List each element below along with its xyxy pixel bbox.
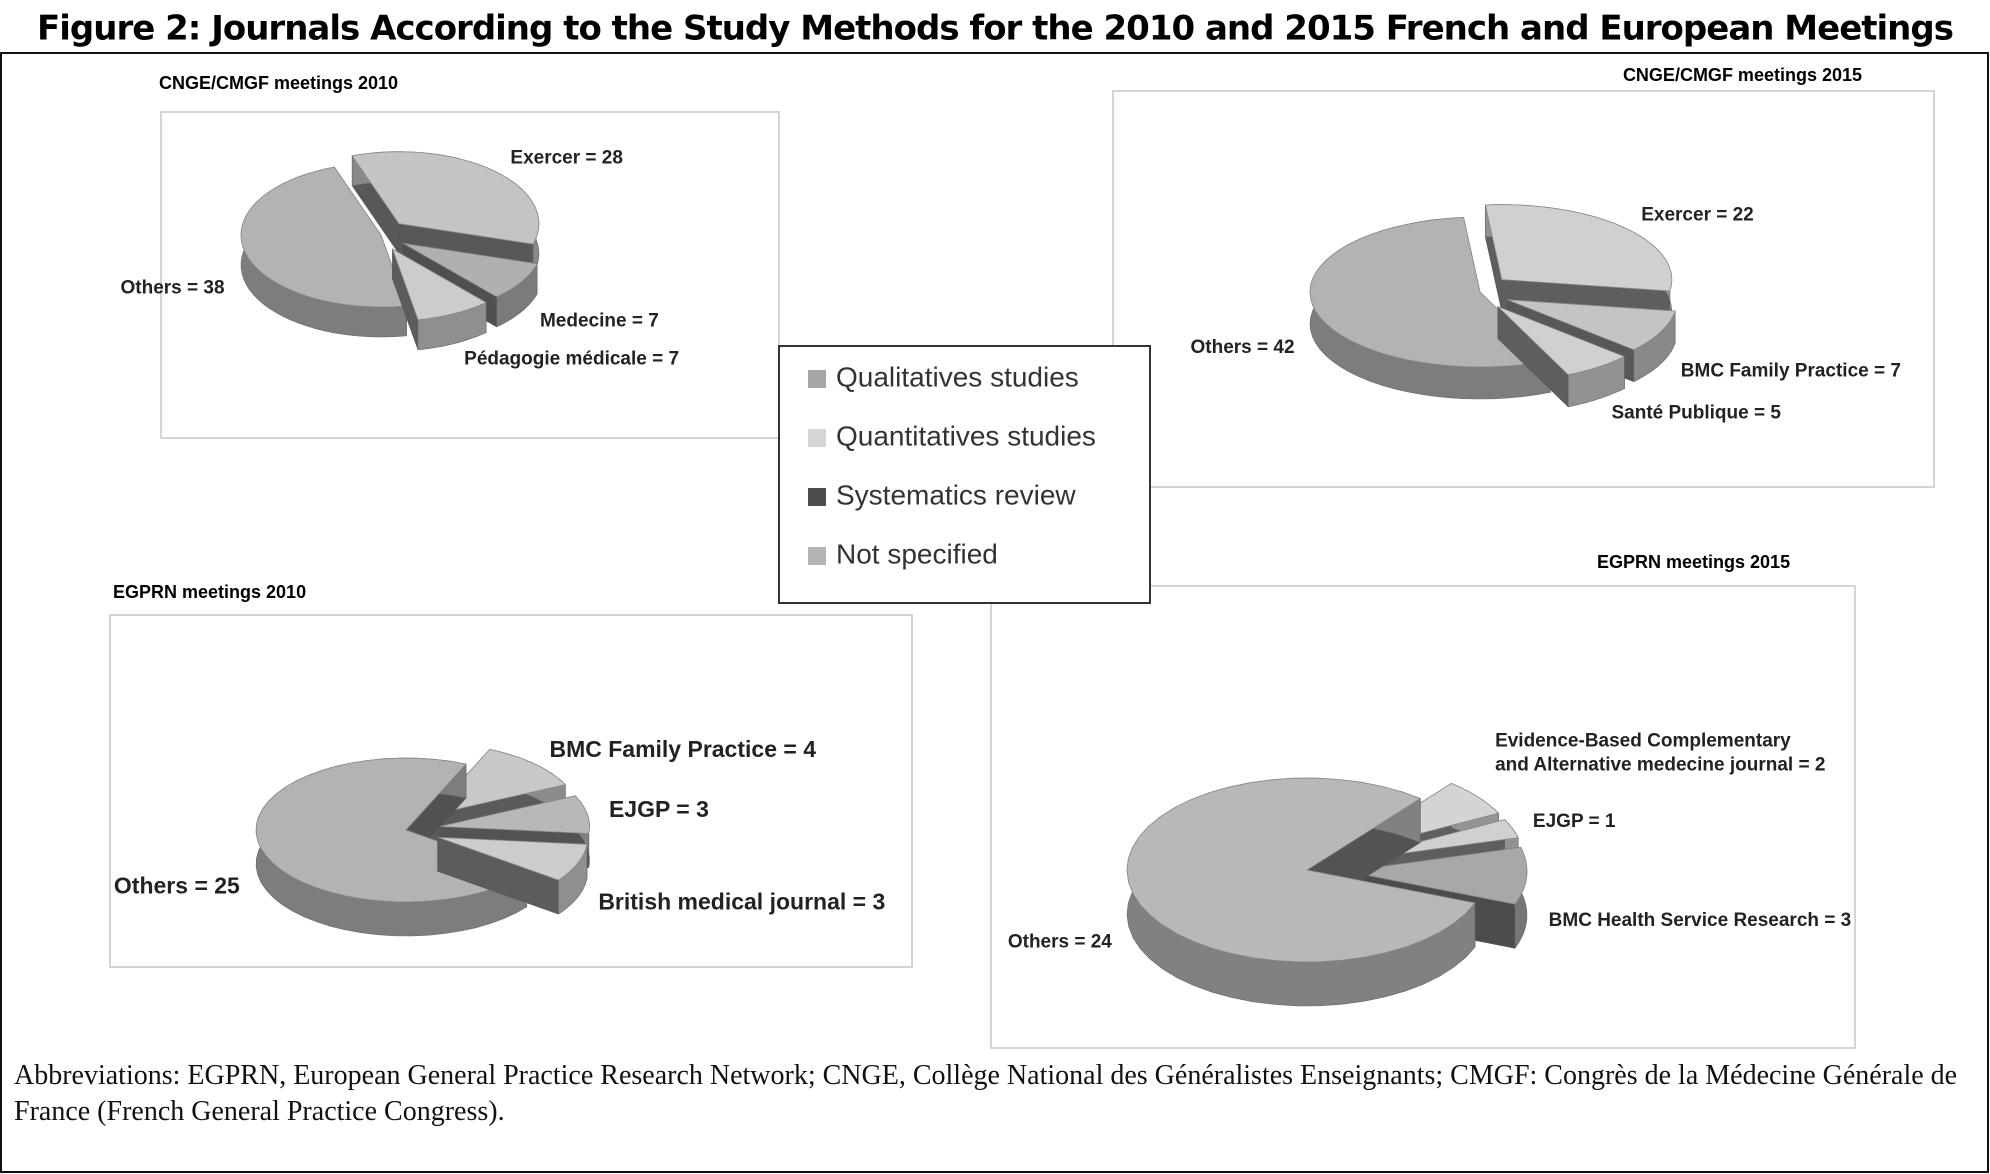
footnote: Abbreviations: EGPRN, European General P…: [14, 1060, 1958, 1127]
slice: [240, 166, 408, 308]
slice: [437, 836, 588, 881]
slice-label: British medical journal = 3: [598, 889, 885, 915]
slice-label: Evidence-Based Complementary: [1495, 731, 1791, 752]
legend-swatch: [808, 547, 826, 565]
slice-label: BMC Family Practice = 7: [1681, 360, 1901, 381]
slice: [1497, 306, 1626, 376]
slice-label: Santé Publique = 5: [1611, 402, 1781, 423]
slice-label: Others = 24: [1008, 931, 1112, 952]
slice: [351, 151, 540, 245]
slice: [391, 248, 488, 321]
legend-box: [778, 345, 1151, 604]
slice: [1484, 204, 1673, 292]
legend-swatch: [808, 488, 826, 506]
legend-swatch: [808, 370, 826, 388]
slice: [1126, 777, 1476, 963]
slice: [1346, 846, 1528, 905]
slice: [1506, 299, 1676, 351]
chart-title: CNGE/CMGF meetings 2010: [159, 73, 398, 93]
figure-border: [0, 52, 1989, 1173]
chart-title: CNGE/CMGF meetings 2015: [1623, 65, 1862, 85]
slice: [1309, 216, 1552, 368]
legend-swatch: [808, 429, 826, 447]
legend-label: Qualitatives studies: [836, 361, 1079, 392]
chart-title: EGPRN meetings 2015: [1597, 552, 1790, 572]
slice-label: Others = 25: [114, 872, 240, 898]
slice: [439, 795, 590, 834]
slice-label: EJGP = 3: [609, 796, 709, 822]
figure-title: Figure 2: Journals According to the Stud…: [37, 9, 1953, 49]
legend-label: Not specified: [836, 538, 998, 569]
legend-label: Systematics review: [836, 479, 1076, 510]
chart-title: EGPRN meetings 2010: [113, 582, 306, 602]
slice-label: BMC Family Practice = 4: [549, 736, 816, 762]
legend-label: Quantitatives studies: [836, 420, 1096, 451]
slice-label: Medecine = 7: [540, 310, 659, 331]
slice-label: and Alternative medecine journal = 2: [1495, 755, 1825, 776]
slice-label: EJGP = 1: [1533, 811, 1616, 832]
slice-label: BMC Health Service Research = 3: [1549, 910, 1852, 931]
slice-label: Others = 38: [120, 277, 224, 298]
slice-label: Exercer = 22: [1641, 205, 1754, 226]
slice-label: Others = 42: [1191, 337, 1295, 358]
slice: [402, 242, 538, 298]
slice-label: Pédagogie médicale = 7: [464, 349, 679, 370]
slice-label: Exercer = 28: [510, 147, 623, 168]
